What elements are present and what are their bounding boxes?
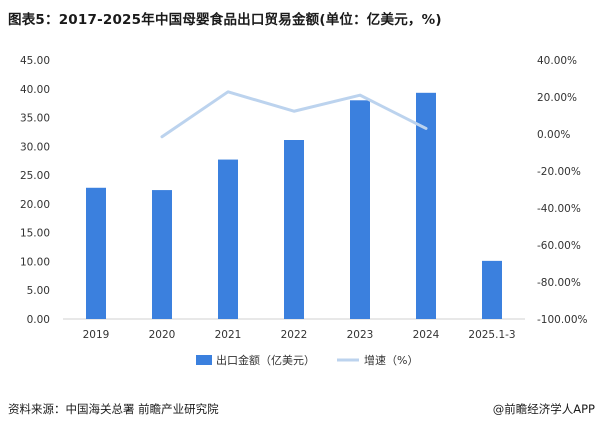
x-tick-label: 2020 — [149, 329, 176, 341]
right-tick-label: -20.00% — [537, 166, 581, 178]
left-tick-label: 15.00 — [20, 228, 50, 240]
legend-line-label: 增速（%） — [364, 353, 418, 367]
right-tick-label: 40.00% — [537, 55, 577, 67]
left-tick-label: 0.00 — [27, 314, 50, 326]
bar-2024 — [416, 92, 436, 319]
left-tick-label: 35.00 — [20, 113, 50, 125]
legend-bar-label: 出口金额（亿美元） — [216, 353, 315, 367]
bar-2021 — [218, 159, 238, 319]
chart-title: 图表5：2017-2025年中国母婴食品出口贸易金额(单位：亿美元，%) — [8, 12, 442, 28]
left-tick-label: 20.00 — [20, 199, 50, 211]
legend-bar-swatch — [196, 355, 212, 365]
right-tick-label: 20.00% — [537, 92, 577, 104]
left-tick-label: 30.00 — [20, 141, 50, 153]
x-tick-label: 2024 — [413, 329, 440, 341]
x-tick-label: 2025.1-3 — [468, 329, 515, 341]
right-tick-label: -100.00% — [537, 314, 588, 326]
right-tick-label: -40.00% — [537, 203, 581, 215]
left-tick-label: 45.00 — [20, 55, 50, 67]
source-note: 资料来源：中国海关总署 前瞻产业研究院 — [8, 402, 219, 416]
right-tick-label: 0.00% — [537, 129, 570, 141]
x-tick-label: 2021 — [215, 329, 242, 341]
left-tick-label: 40.00 — [20, 84, 50, 96]
legend: 出口金额（亿美元） 增速（%） — [196, 353, 418, 367]
left-axis-ticks: 0.00 5.00 10.00 15.00 20.00 25.00 30.00 35.00 40… — [20, 55, 50, 326]
bar-2022 — [284, 140, 304, 319]
right-axis-ticks: -100.00% -80.00% -60.00% -40.00% -20.00% 0.00… — [537, 55, 588, 326]
x-tick-label: 2023 — [347, 329, 374, 341]
left-tick-label: 10.00 — [20, 256, 50, 268]
growth-line — [160, 90, 428, 139]
left-tick-label: 25.00 — [20, 170, 50, 182]
bar-2025.1-3 — [482, 260, 502, 319]
right-tick-label: -80.00% — [537, 277, 581, 289]
x-tick-label: 2022 — [281, 329, 308, 341]
bar-2023 — [350, 100, 370, 320]
bar-2019 — [86, 187, 106, 319]
bar-2020 — [152, 190, 172, 319]
left-tick-label: 5.00 — [27, 285, 50, 297]
brand-label: @前瞻经济学人APP — [492, 402, 595, 416]
right-tick-label: -60.00% — [537, 240, 581, 252]
bar-series — [86, 92, 502, 320]
x-tick-label: 2019 — [83, 329, 110, 341]
x-axis-ticks: 2019 2020 2021 2022 2023 2024 2025.1-3 — [83, 329, 516, 341]
